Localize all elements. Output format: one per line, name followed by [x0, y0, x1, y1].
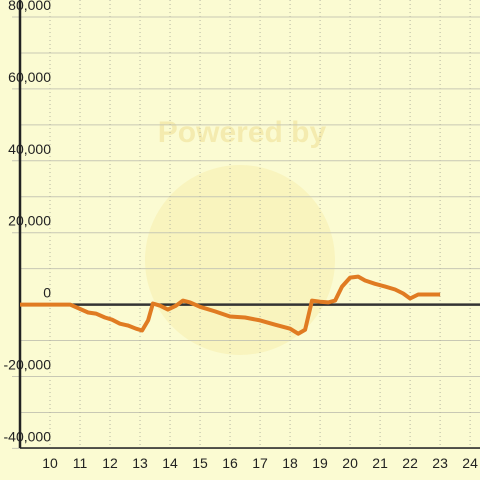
x-tick-label: 18 [282, 455, 298, 471]
x-tick-label: 21 [372, 455, 388, 471]
watermark: Powered by [158, 116, 327, 149]
x-tick-label: 10 [42, 455, 58, 471]
x-tick-label: 16 [222, 455, 238, 471]
x-tick-label: 14 [162, 455, 178, 471]
y-tick-label: -20,000 [4, 357, 52, 373]
x-tick-label: 24 [462, 455, 478, 471]
data-line [20, 274, 441, 336]
watermark-logo [145, 165, 335, 355]
x-tick-label: 19 [312, 455, 328, 471]
y-tick-label: 0 [43, 285, 51, 301]
y-tick-label: 20,000 [8, 213, 51, 229]
x-tick-label: 11 [73, 455, 88, 471]
x-tick-label: 13 [132, 455, 148, 471]
x-tick-label: 23 [432, 455, 448, 471]
x-tick-label: 17 [252, 455, 268, 471]
y-tick-label: 60,000 [8, 69, 51, 85]
y-tick-label: 80,000 [8, 0, 51, 13]
x-tick-label: 15 [192, 455, 208, 471]
x-tick-label: 20 [342, 455, 358, 471]
x-tick-label: 22 [402, 455, 418, 471]
x-tick-label: 12 [102, 455, 118, 471]
y-tick-label: -40,000 [4, 428, 52, 444]
y-tick-label: 40,000 [8, 141, 51, 157]
